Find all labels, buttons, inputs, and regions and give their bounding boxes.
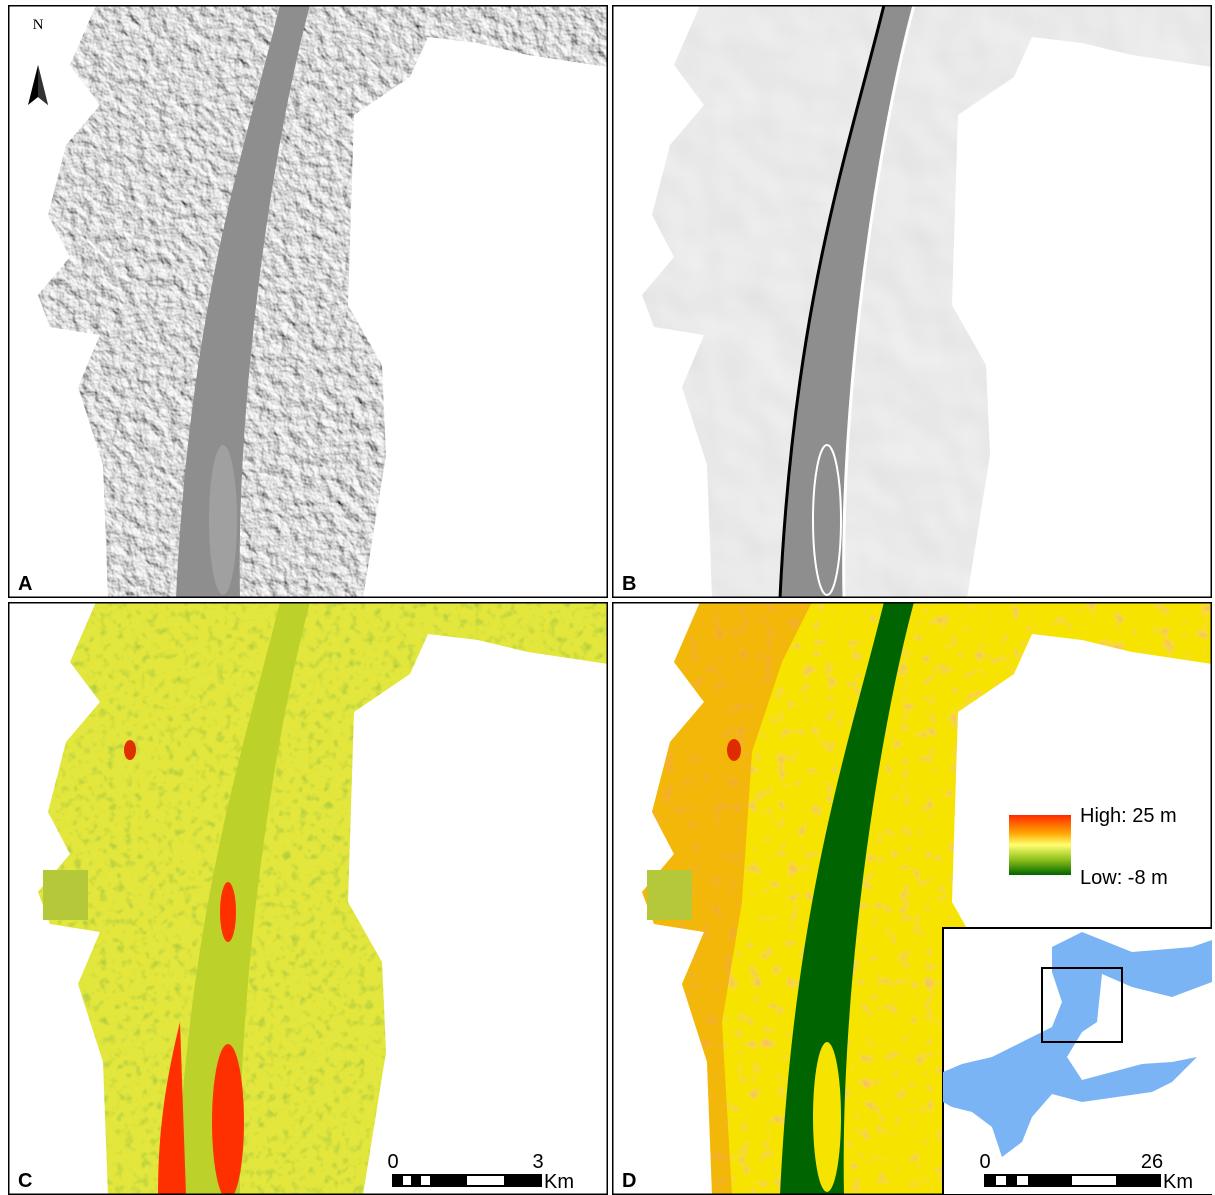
panel-a: N A	[9, 5, 609, 598]
panel-b: B	[613, 5, 1213, 598]
panel-label: C	[18, 1170, 32, 1192]
panel-c: C 0 3 Km	[9, 602, 609, 1195]
scale-bar	[393, 1175, 541, 1186]
north-label: N	[33, 17, 44, 33]
scale-unit: Km	[544, 1171, 574, 1193]
scale-start: 0	[387, 1151, 398, 1173]
map-figure: N A B C 0 3 Km	[0, 0, 1215, 1195]
legend-high: High: 25 m	[1080, 805, 1177, 827]
panel-label: D	[622, 1170, 636, 1192]
scale-unit: Km	[1163, 1171, 1193, 1193]
panel-label: A	[18, 573, 32, 595]
panel-label: B	[622, 573, 636, 595]
scale-end: 26	[1141, 1151, 1163, 1173]
scale-end: 3	[532, 1151, 543, 1173]
scale-start: 0	[979, 1151, 990, 1173]
scale-bar	[985, 1175, 1160, 1186]
legend-low: Low: -8 m	[1080, 867, 1168, 889]
legend-ramp	[1009, 815, 1071, 875]
panel-d: D High: 25 m Low: -8 m 0 26 Km	[613, 602, 1214, 1195]
